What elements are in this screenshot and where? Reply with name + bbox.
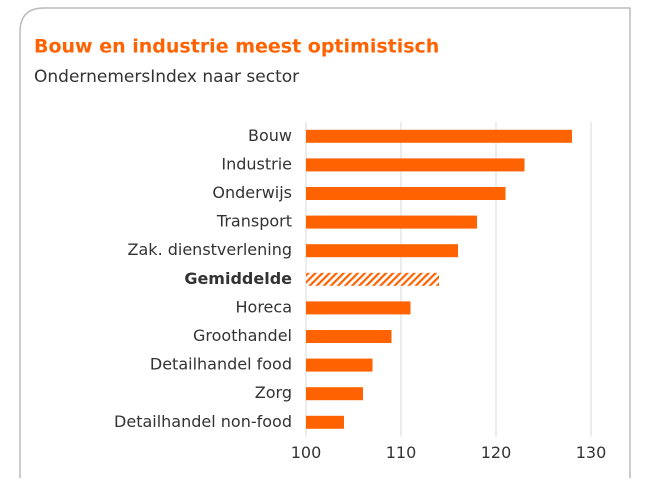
bar [306,158,525,172]
y-tick-label: Gemiddelde [184,269,292,288]
y-tick-label: Industrie [221,154,292,173]
bar [306,301,411,315]
x-tick-label: 110 [386,443,417,462]
bar [306,215,477,229]
y-tick-label: Zorg [255,383,292,402]
y-tick-label: Groothandel [193,326,292,345]
y-tick-label: Zak. dienstverlening [128,240,292,259]
x-tick-label: 130 [576,443,607,462]
chart-subtitle: OndernemersIndex naar sector [34,67,299,87]
bar [306,415,344,429]
y-tick-label: Onderwijs [212,183,292,202]
y-tick-label: Detailhandel food [150,355,292,374]
y-tick-label: Horeca [236,297,293,316]
chart-title: Bouw en industrie meest optimistisch [34,36,439,58]
bar [306,244,458,258]
bar [306,330,392,343]
bar [306,187,506,200]
bar [306,129,572,143]
bar [306,358,373,372]
y-tick-label: Bouw [248,126,292,145]
x-tick-label: 100 [291,443,322,462]
y-tick-label: Transport [216,212,292,231]
frame [19,7,631,478]
bar [306,387,363,401]
y-tick-label: Detailhandel non-food [114,412,292,431]
x-tick-label: 120 [481,443,512,462]
bar [306,272,439,286]
